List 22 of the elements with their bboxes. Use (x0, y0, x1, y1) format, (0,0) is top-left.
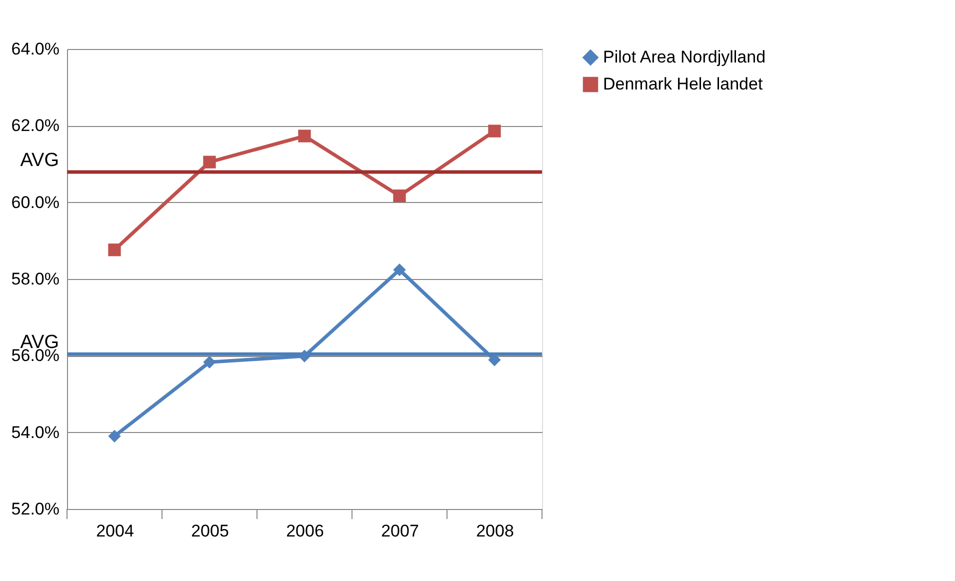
x-tick-label: 2005 (191, 522, 229, 540)
y-tick-label: 64.0% (11, 40, 60, 58)
point (298, 130, 311, 142)
legend-label: Pilot Area Nordjylland (603, 48, 766, 66)
y-tick-label: 60.0% (11, 192, 60, 212)
point (488, 124, 501, 138)
y-tick-label: 58.0% (11, 270, 60, 288)
y-tick-label: 52.0% (11, 500, 60, 518)
point (203, 156, 216, 168)
point (393, 189, 406, 202)
y-tick-label: 62.0% (11, 116, 60, 136)
legend-label: Denmark Hele landet (603, 74, 763, 94)
point (203, 356, 216, 369)
point (108, 244, 121, 256)
point (108, 430, 121, 442)
x-tick-label: 2006 (286, 522, 324, 540)
x-tick-label: 2004 (96, 522, 134, 540)
x-tick-label: 2007 (381, 522, 419, 540)
x-tick-label: 2008 (476, 522, 514, 540)
y-tick-label: 54.0% (11, 422, 60, 442)
point (393, 263, 406, 276)
ref-line-label: AVG (20, 150, 59, 172)
